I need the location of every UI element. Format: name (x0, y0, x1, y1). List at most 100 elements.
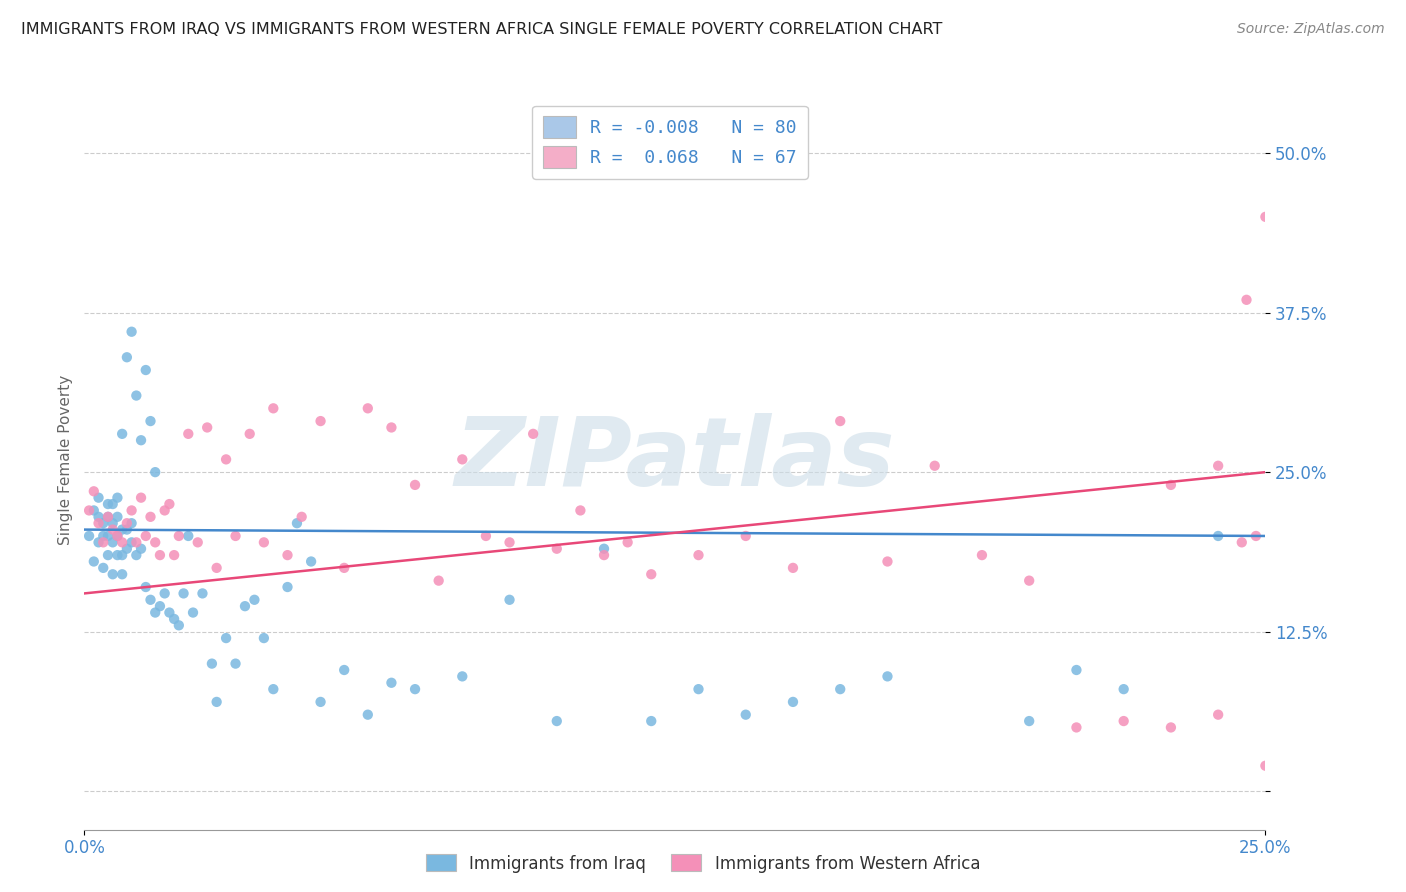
Point (157, 497, 180, 511)
Point (380, 675, 402, 690)
Point (115, 541, 138, 556)
Text: ZIPatlas: ZIPatlas (454, 413, 896, 506)
Point (87, 535, 110, 549)
Point (139, 414, 162, 428)
Point (125, 535, 148, 549)
Point (91, 529, 114, 543)
Point (1066, 663, 1088, 677)
Point (239, 426, 262, 441)
Point (101, 523, 124, 537)
Point (83, 554, 105, 568)
Point (546, 541, 568, 556)
Point (546, 714, 568, 728)
Point (451, 452, 474, 467)
Point (87, 509, 110, 524)
Point (404, 682, 426, 697)
Point (83, 484, 105, 499)
Point (291, 509, 314, 524)
Point (876, 669, 898, 683)
Point (167, 529, 190, 543)
Point (1236, 293, 1258, 307)
Point (121, 325, 143, 339)
Point (91, 516, 114, 531)
Point (782, 561, 804, 575)
Point (167, 618, 190, 632)
Point (91, 561, 114, 575)
Point (970, 548, 993, 562)
Point (616, 535, 638, 549)
Point (498, 592, 520, 607)
Point (139, 592, 162, 607)
Point (309, 414, 332, 428)
Point (1160, 721, 1182, 735)
Point (215, 452, 238, 467)
Point (177, 426, 200, 441)
Point (1066, 721, 1088, 735)
Point (149, 548, 172, 562)
Point (87, 491, 110, 505)
Point (253, 535, 276, 549)
Point (115, 351, 138, 365)
Point (830, 682, 852, 697)
Point (1112, 682, 1135, 697)
Point (129, 541, 152, 556)
Point (262, 682, 284, 697)
Legend: Immigrants from Iraq, Immigrants from Western Africa: Immigrants from Iraq, Immigrants from We… (419, 847, 987, 880)
Point (333, 663, 356, 677)
Point (262, 401, 284, 416)
Y-axis label: Single Female Poverty: Single Female Poverty (58, 375, 73, 544)
Point (129, 434, 152, 448)
Point (163, 612, 186, 626)
Point (135, 529, 157, 543)
Point (357, 401, 380, 416)
Point (1018, 574, 1040, 588)
Point (121, 516, 143, 531)
Point (83, 503, 105, 517)
Point (191, 586, 214, 600)
Point (215, 631, 238, 645)
Point (522, 426, 544, 441)
Point (153, 586, 176, 600)
Point (115, 523, 138, 537)
Point (125, 388, 148, 402)
Point (195, 420, 218, 434)
Point (253, 631, 276, 645)
Point (107, 509, 129, 524)
Point (276, 548, 298, 562)
Point (1254, 758, 1277, 772)
Point (111, 567, 134, 582)
Point (640, 714, 662, 728)
Point (111, 535, 134, 549)
Point (475, 529, 498, 543)
Point (924, 458, 946, 473)
Point (1018, 714, 1040, 728)
Point (640, 567, 662, 582)
Point (107, 491, 129, 505)
Point (285, 516, 308, 531)
Point (1206, 707, 1229, 722)
Point (427, 574, 450, 588)
Point (135, 580, 157, 594)
Point (121, 535, 143, 549)
Point (205, 695, 228, 709)
Point (107, 529, 129, 543)
Point (101, 516, 124, 531)
Point (498, 535, 520, 549)
Point (688, 682, 710, 697)
Point (380, 420, 402, 434)
Point (357, 707, 380, 722)
Point (225, 529, 247, 543)
Text: IMMIGRANTS FROM IRAQ VS IMMIGRANTS FROM WESTERN AFRICA SINGLE FEMALE POVERTY COR: IMMIGRANTS FROM IRAQ VS IMMIGRANTS FROM … (21, 22, 942, 37)
Point (225, 657, 247, 671)
Point (107, 548, 129, 562)
Point (101, 497, 124, 511)
Point (139, 509, 162, 524)
Point (143, 465, 166, 479)
Point (243, 592, 266, 607)
Point (830, 414, 852, 428)
Point (77, 503, 100, 517)
Legend: R = -0.008   N = 80, R =  0.068   N = 67: R = -0.008 N = 80, R = 0.068 N = 67 (533, 105, 807, 178)
Point (173, 586, 195, 600)
Point (121, 503, 143, 517)
Point (143, 535, 166, 549)
